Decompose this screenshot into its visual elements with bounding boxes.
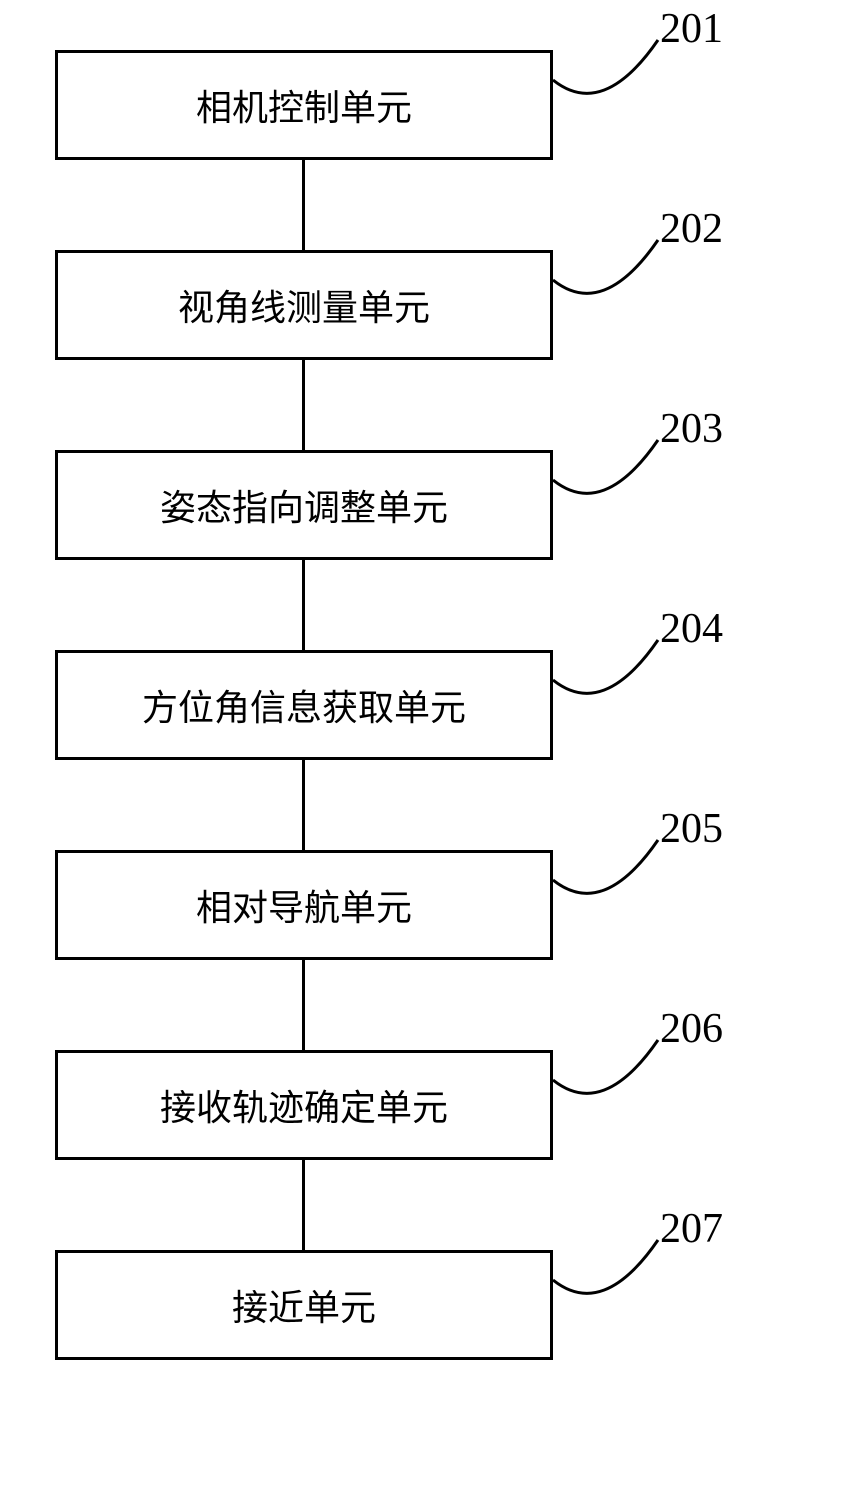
node-number-label: 203	[660, 405, 723, 453]
node-number-label: 205	[660, 805, 723, 853]
node-label: 方位角信息获取单元	[142, 679, 466, 731]
flowchart-connector	[302, 960, 305, 1050]
label-curve	[553, 830, 673, 920]
node-label: 视角线测量单元	[178, 279, 430, 331]
flowchart-connector	[302, 1160, 305, 1250]
flowchart-connector	[302, 360, 305, 450]
node-label: 接近单元	[232, 1279, 376, 1331]
node-number-label: 204	[660, 605, 723, 653]
label-curve	[553, 630, 673, 720]
node-number-label: 206	[660, 1005, 723, 1053]
flowchart-node: 相对导航单元	[55, 850, 553, 960]
node-number-label: 207	[660, 1205, 723, 1253]
node-label: 姿态指向调整单元	[160, 479, 448, 531]
label-curve	[553, 30, 673, 120]
flowchart-node: 相机控制单元	[55, 50, 553, 160]
node-number-label: 201	[660, 5, 723, 53]
flowchart-connector	[302, 760, 305, 850]
flowchart-node: 姿态指向调整单元	[55, 450, 553, 560]
flowchart-node: 方位角信息获取单元	[55, 650, 553, 760]
flowchart-connector	[302, 560, 305, 650]
label-curve	[553, 230, 673, 320]
node-label: 相机控制单元	[196, 79, 412, 131]
label-curve	[553, 1230, 673, 1320]
node-label: 相对导航单元	[196, 879, 412, 931]
flowchart-node: 接近单元	[55, 1250, 553, 1360]
flowchart-node: 视角线测量单元	[55, 250, 553, 360]
flowchart-node: 接收轨迹确定单元	[55, 1050, 553, 1160]
flowchart-connector	[302, 160, 305, 250]
label-curve	[553, 1030, 673, 1120]
label-curve	[553, 430, 673, 520]
node-number-label: 202	[660, 205, 723, 253]
node-label: 接收轨迹确定单元	[160, 1079, 448, 1131]
